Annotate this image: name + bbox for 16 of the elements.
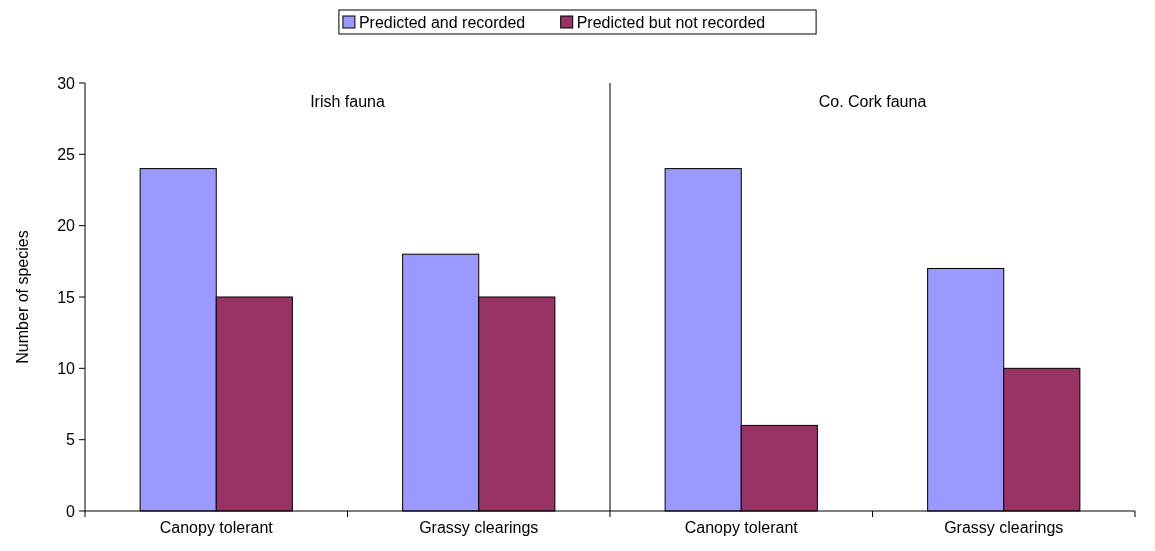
y-tick-label: 15	[57, 288, 76, 306]
y-tick-label: 10	[57, 359, 76, 377]
annotation: Co. Cork fauna	[818, 92, 927, 110]
y-tick-label: 30	[57, 74, 76, 92]
legend-label: Predicted and recorded	[358, 13, 526, 31]
y-tick-label: 20	[57, 217, 76, 235]
annotation: Irish fauna	[310, 92, 385, 110]
y-tick-label: 25	[57, 145, 76, 163]
y-tick-label: 5	[66, 431, 76, 449]
x-tick-label: Grassy clearings	[944, 518, 1064, 536]
y-tick-label: 0	[66, 502, 76, 520]
legend-label: Predicted but not recorded	[576, 13, 766, 31]
x-tick-label: Grassy clearings	[419, 518, 539, 536]
x-tick-label: Canopy tolerant	[159, 518, 274, 536]
y-axis-title: Number of species	[13, 230, 31, 364]
x-tick-label: Canopy tolerant	[684, 518, 799, 536]
